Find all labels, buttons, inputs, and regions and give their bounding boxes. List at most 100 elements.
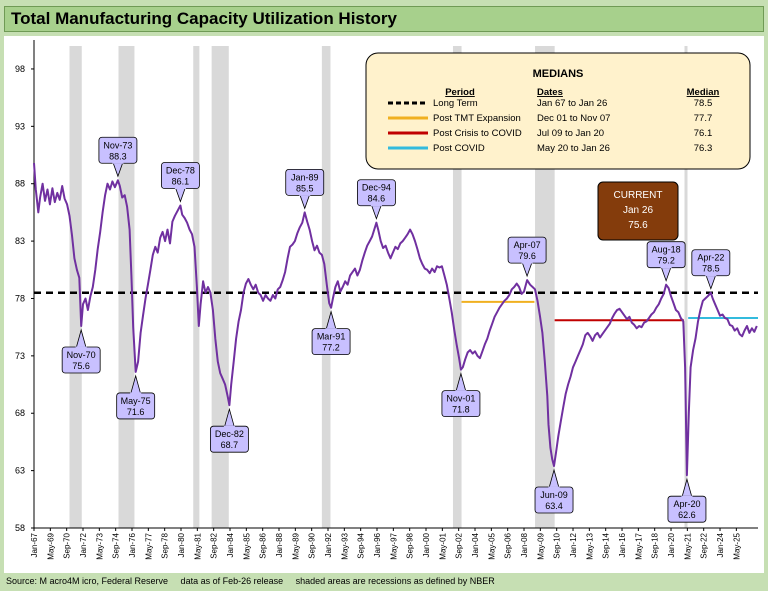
medians-value-3: 76.3 — [694, 143, 713, 154]
x-tick-label-24: Jan-00 — [422, 532, 431, 557]
y-tick-label-6: 68 — [15, 408, 25, 418]
recession-band-5 — [452, 46, 462, 528]
x-tick-label-21: Jan-96 — [373, 532, 382, 557]
annotation-date-2: Jan-89 — [291, 172, 319, 182]
current-value: 75.6 — [628, 220, 648, 231]
annotation-date-9: Dec-82 — [215, 429, 244, 439]
y-tick-label-7: 63 — [15, 466, 25, 476]
x-tick-label-1: May-69 — [46, 532, 55, 559]
medians-value-1: 77.7 — [694, 113, 713, 124]
annotation-pointer-join-13 — [681, 495, 693, 499]
x-tick-label-12: Jan-84 — [226, 532, 235, 557]
medians-col-median: Median — [687, 87, 720, 98]
x-tick-label-7: May-77 — [144, 532, 153, 559]
annotation-pointer-join-12 — [548, 486, 560, 490]
x-tick-label-32: Sep-10 — [553, 532, 562, 558]
medians-legend: MEDIANS Period Dates Median Long Term Jan 67 … — [365, 52, 751, 170]
medians-col-period: Period — [445, 87, 475, 98]
x-tick-label-30: Jan-08 — [520, 532, 529, 557]
x-tick-label-9: Jan-80 — [177, 532, 186, 557]
x-tick-label-10: May-81 — [193, 532, 202, 559]
recession-band-3 — [211, 46, 229, 528]
x-tick-label-39: Jan-20 — [667, 532, 676, 557]
x-tick-label-43: May-25 — [732, 532, 741, 559]
annotation-pointer-13 — [681, 477, 693, 498]
medians-dates-3: May 20 to Jan 26 — [537, 143, 610, 154]
annotation-value-4: 79.6 — [518, 251, 536, 261]
annotation-pointer-join-0 — [112, 160, 124, 164]
current-value-box: CURRENT Jan 26 75.6 — [597, 181, 679, 241]
medians-value-0: 78.5 — [694, 98, 713, 109]
medians-dates-2: Jul 09 to Jan 20 — [537, 128, 604, 139]
x-tick-label-35: Sep-14 — [602, 532, 611, 558]
current-box-bg — [597, 181, 679, 241]
x-tick-label-42: Jan-24 — [716, 532, 725, 557]
x-tick-label-16: May-89 — [291, 532, 300, 559]
annotation-date-10: Mar-91 — [317, 332, 346, 342]
x-tick-label-27: Jan-04 — [471, 532, 480, 557]
x-tick-label-41: Sep-22 — [700, 532, 709, 558]
annotation-value-2: 85.5 — [296, 183, 314, 193]
annotation-value-8: 71.6 — [127, 407, 145, 417]
y-tick-label-8: 58 — [15, 523, 25, 533]
annotation-pointer-join-8 — [130, 392, 142, 396]
annotation-value-11: 71.8 — [452, 405, 470, 415]
x-tick-label-13: May-85 — [242, 532, 251, 559]
x-tick-label-4: May-73 — [95, 532, 104, 559]
medians-header: MEDIANS — [533, 68, 584, 80]
annotation-value-6: 78.5 — [702, 264, 720, 274]
annotation-date-8: May-75 — [121, 396, 151, 406]
recession-band-7 — [684, 46, 688, 528]
annotation-value-10: 77.2 — [322, 343, 340, 353]
x-tick-label-40: May-21 — [683, 532, 692, 559]
chart-title: Total Manufacturing Capacity Utilization… — [11, 9, 397, 28]
x-tick-label-5: Sep-74 — [112, 532, 121, 558]
title-bar: Total Manufacturing Capacity Utilization… — [4, 6, 764, 32]
x-tick-label-28: May-05 — [487, 532, 496, 559]
x-tick-label-25: May-01 — [438, 532, 447, 559]
x-tick-label-14: Sep-86 — [259, 532, 268, 558]
annotation-pointer-join-7 — [75, 346, 87, 350]
y-tick-label-5: 73 — [15, 351, 25, 361]
annotation-date-12: Jun-09 — [540, 490, 568, 500]
x-tick-label-0: Jan-67 — [30, 532, 39, 557]
annotation-value-9: 68.7 — [221, 440, 239, 450]
annotation-date-11: Nov-01 — [446, 394, 475, 404]
x-tick-label-20: Sep-94 — [357, 532, 366, 558]
annotation-date-13: Apr-20 — [673, 499, 700, 509]
annotation-pointer-join-10 — [325, 328, 337, 332]
x-tick-label-31: May-09 — [536, 532, 545, 559]
medians-period-2: Post Crisis to COVID — [433, 128, 522, 139]
annotation-pointer-5 — [660, 266, 672, 282]
medians-period-3: Post COVID — [433, 143, 485, 154]
x-tick-label-38: Sep-18 — [651, 532, 660, 558]
x-tick-label-26: Sep-02 — [455, 532, 464, 558]
annotation-pointer-join-1 — [174, 186, 186, 190]
medians-legend-bg — [365, 52, 751, 170]
y-tick-label-2: 88 — [15, 179, 25, 189]
annotation-value-5: 79.2 — [657, 256, 675, 266]
annotation-date-1: Dec-78 — [166, 166, 195, 176]
annotation-value-0: 88.3 — [109, 151, 127, 161]
annotation-value-1: 86.1 — [172, 177, 190, 187]
x-tick-label-8: Sep-78 — [161, 532, 170, 558]
x-tick-label-34: May-13 — [585, 532, 594, 559]
y-tick-label-1: 93 — [15, 121, 25, 131]
annotation-pointer-join-9 — [223, 425, 235, 429]
x-tick-label-23: Sep-98 — [406, 532, 415, 558]
annotation-pointer-2 — [299, 194, 311, 210]
